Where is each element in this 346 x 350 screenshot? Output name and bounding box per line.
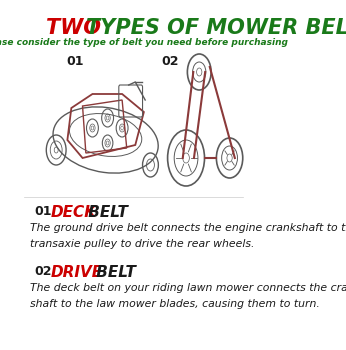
Text: DECK: DECK: [51, 205, 97, 220]
Text: 01: 01: [66, 55, 84, 68]
Text: TWO: TWO: [46, 18, 109, 38]
Text: Please consider the type of belt you need before purchasing: Please consider the type of belt you nee…: [0, 38, 288, 47]
Text: The deck belt on your riding lawn mower connects the crank
shaft to the law mowe: The deck belt on your riding lawn mower …: [30, 283, 346, 309]
Text: 02: 02: [35, 265, 52, 278]
Text: The ground drive belt connects the engine crankshaft to the
transaxie pulley to : The ground drive belt connects the engin…: [30, 223, 346, 248]
Text: 01: 01: [35, 205, 52, 218]
Text: DRIVE: DRIVE: [51, 265, 103, 280]
Text: TYPES OF MOWER BELTS: TYPES OF MOWER BELTS: [86, 18, 346, 38]
Text: BELT: BELT: [91, 265, 136, 280]
Text: BELT: BELT: [83, 205, 127, 220]
Text: 02: 02: [162, 55, 179, 68]
